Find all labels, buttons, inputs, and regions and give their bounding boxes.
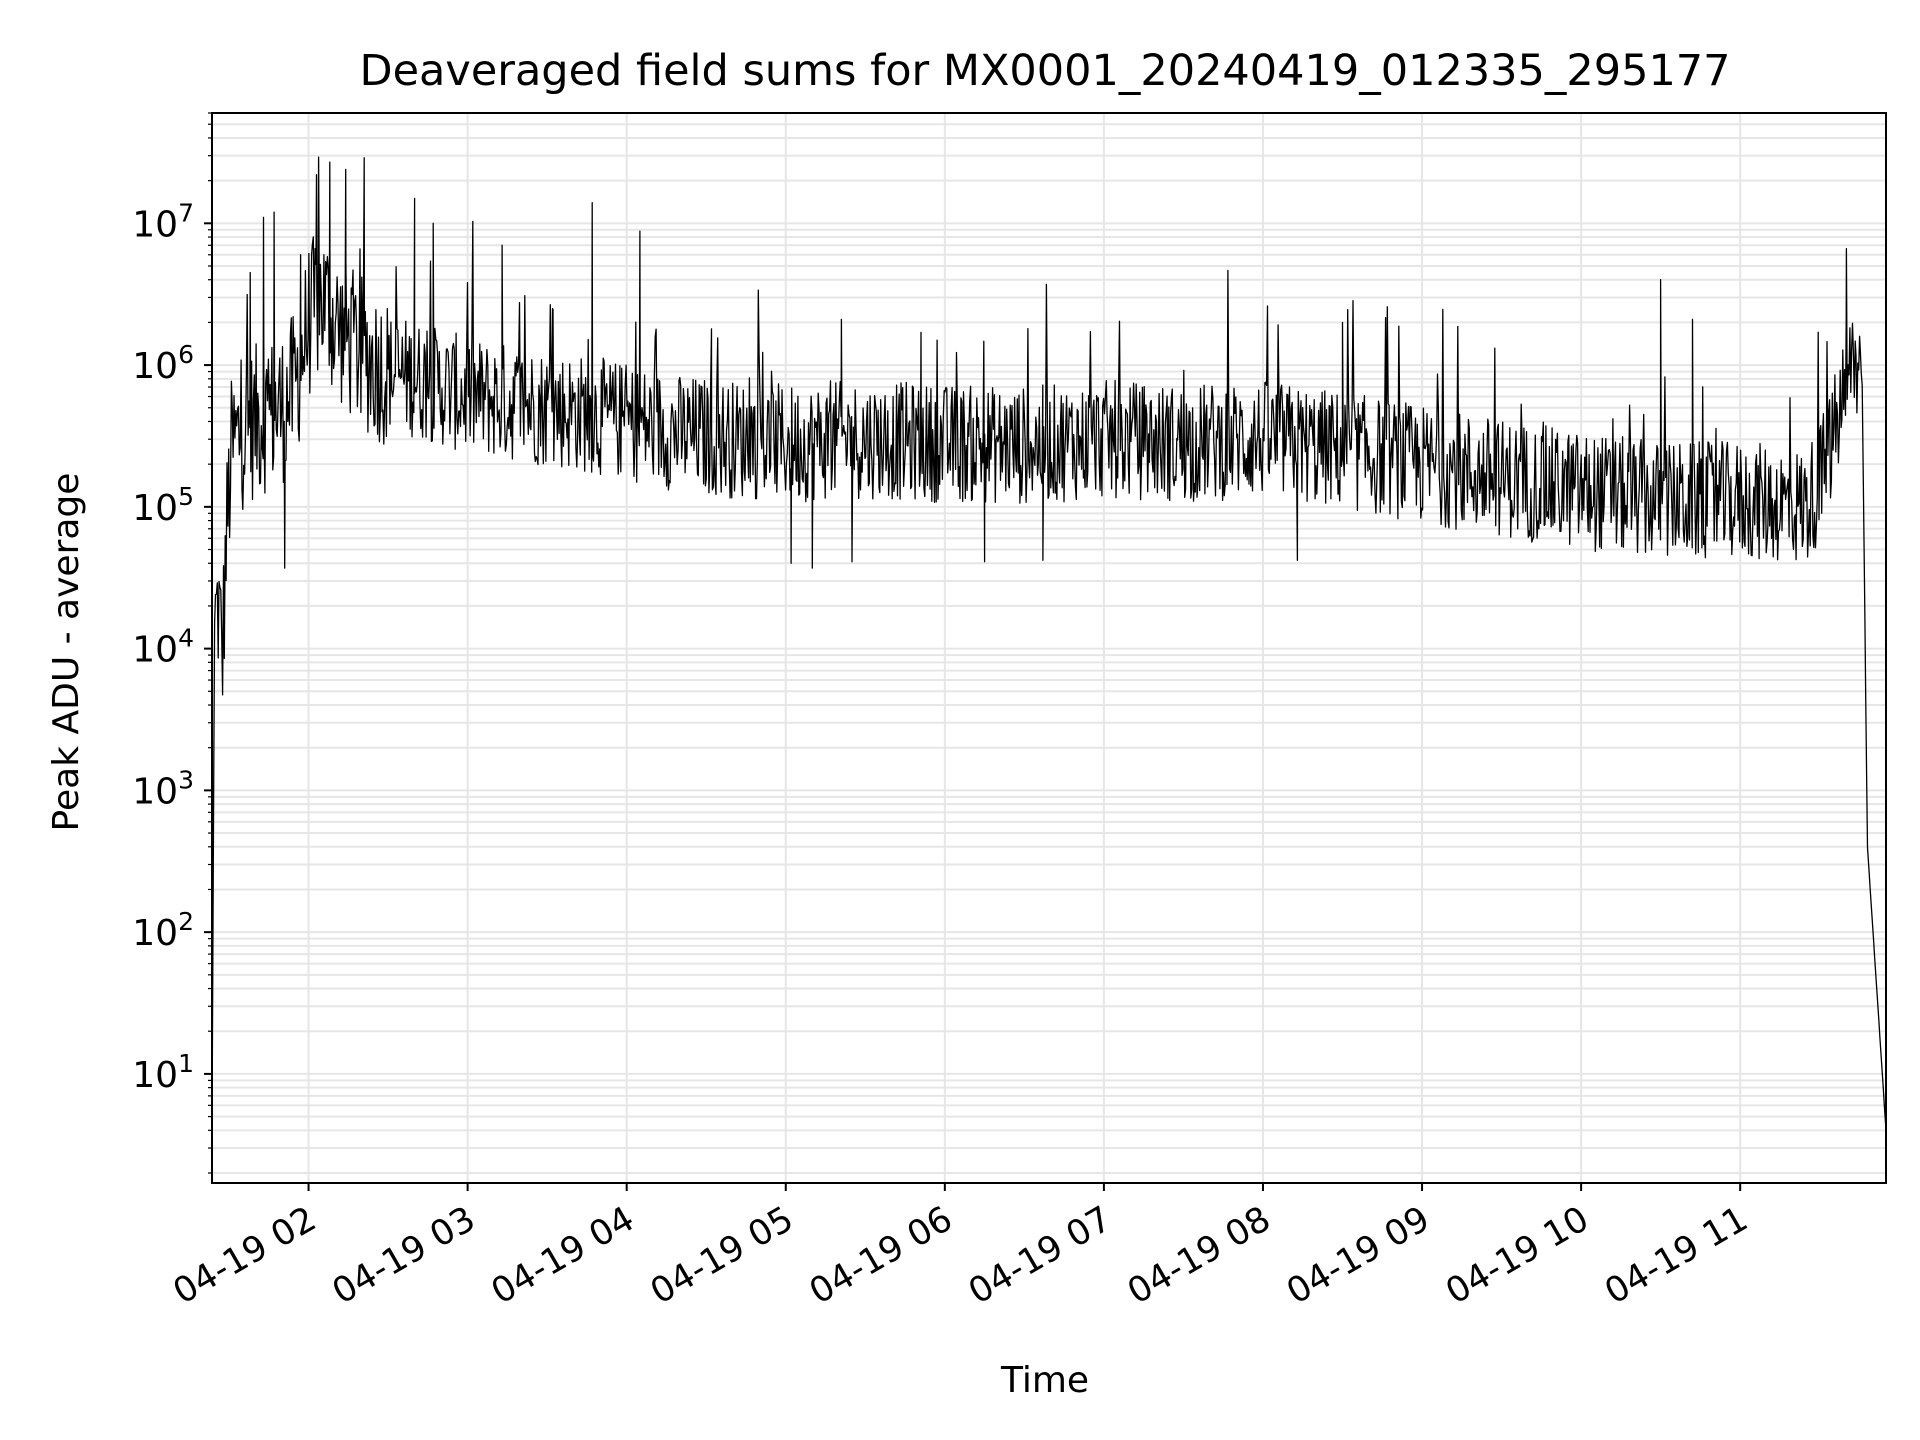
y-tick-label: 106 — [132, 340, 194, 387]
x-axis-label: Time — [1000, 1360, 1089, 1401]
grid-minor — [212, 112, 1886, 1174]
series-line — [211, 156, 1887, 1131]
x-tick-label: 04-19 07 — [962, 1199, 1118, 1312]
y-tick-label: 105 — [132, 482, 194, 529]
y-tick-label: 101 — [132, 1049, 194, 1096]
y-tick-label: 103 — [132, 765, 194, 812]
x-tick-label: 04-19 06 — [803, 1199, 959, 1312]
x-tick-label: 04-19 10 — [1439, 1199, 1595, 1312]
x-tick-label: 04-19 05 — [644, 1199, 800, 1312]
x-tick-label: 04-19 11 — [1598, 1199, 1754, 1312]
y-tick-label: 102 — [132, 907, 194, 954]
x-tick-label: 04-19 09 — [1280, 1199, 1436, 1312]
x-tick-label: 04-19 03 — [326, 1199, 482, 1312]
series-layer — [211, 156, 1887, 1131]
y-tick-label: 104 — [132, 624, 194, 671]
y-tick-label: 107 — [132, 198, 194, 245]
grid-major — [212, 113, 1886, 1183]
x-tick-label: 04-19 04 — [485, 1199, 641, 1312]
chart-title: Deaveraged field sums for MX0001_2024041… — [359, 46, 1730, 96]
x-tick-label: 04-19 02 — [167, 1199, 323, 1312]
x-tick-label: 04-19 08 — [1121, 1199, 1277, 1312]
y-axis-label: Peak ADU - average — [46, 473, 87, 832]
